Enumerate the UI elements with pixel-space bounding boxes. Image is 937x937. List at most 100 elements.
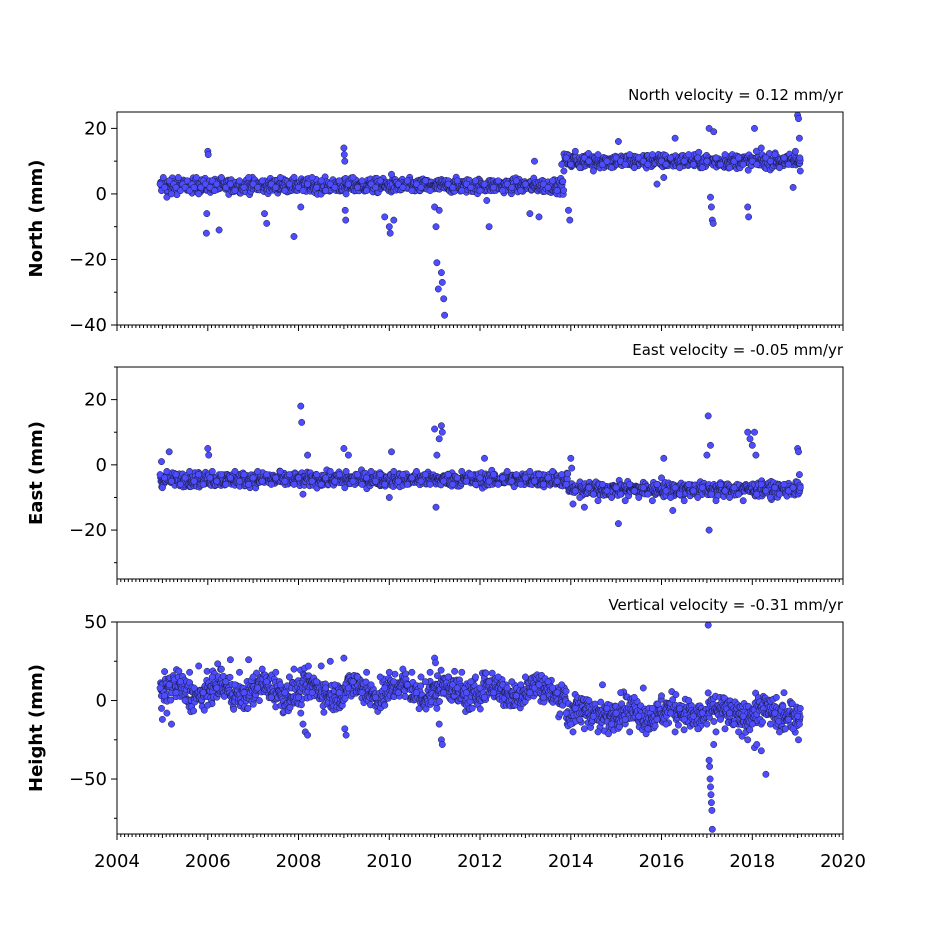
east-data-point (254, 467, 262, 475)
east-data-point (789, 484, 797, 492)
east-data-point (612, 484, 620, 492)
east-data-point (208, 467, 216, 475)
east-data-point (276, 467, 284, 475)
north-data-point (662, 160, 670, 168)
east-data-point (413, 467, 420, 475)
east-data-point (712, 497, 720, 505)
east-data-point (281, 477, 289, 485)
north-data-point (710, 128, 718, 136)
north-data-point (217, 174, 225, 181)
east-data-point (685, 480, 693, 488)
east-data-point (358, 480, 366, 488)
east-data-point (417, 477, 425, 485)
east-y-axis-label: East (mm) (26, 421, 47, 525)
east-data-point (472, 480, 479, 488)
north-data-point (644, 160, 652, 168)
east-data-point (753, 490, 761, 498)
north-data-point (161, 183, 169, 191)
east-data-point (676, 490, 684, 498)
east-data-point (317, 480, 325, 488)
north-data-point (435, 206, 443, 214)
east-data-point (776, 490, 783, 498)
north-data-point (388, 170, 395, 178)
north-data-point (785, 160, 792, 168)
north-data-point (354, 183, 361, 191)
north-data-point (472, 177, 479, 185)
north-data-point (304, 180, 312, 188)
east-data-point (272, 474, 280, 482)
east-data-point (372, 477, 380, 485)
north-data-point (342, 190, 350, 198)
east-data-point (308, 477, 316, 485)
north-data-point (676, 164, 684, 172)
north-point (695, 148, 703, 156)
east-data-point (204, 445, 212, 452)
north-data-point (381, 213, 389, 221)
north-data-point (190, 183, 198, 191)
height-point (391, 670, 399, 678)
east-data-point (707, 441, 714, 449)
north-data-point (566, 216, 574, 224)
north-data-point (441, 311, 449, 319)
north-data-point (571, 147, 579, 155)
east-data-point (521, 474, 529, 482)
y-tick-label: 0 (96, 184, 107, 205)
east-data-point (721, 487, 729, 495)
north-data-point (735, 154, 743, 162)
north-data-point (544, 183, 552, 191)
east-data-point (438, 428, 446, 436)
north-data-point (744, 203, 752, 211)
north-data-point (195, 190, 203, 198)
north-data-point (467, 183, 475, 191)
north-data-point (771, 151, 779, 159)
east-data-point (195, 471, 203, 479)
north-data-point (521, 180, 529, 188)
north-data-point (281, 187, 289, 195)
east-data-point (660, 454, 668, 462)
height-point (381, 701, 389, 709)
east-data-point (757, 480, 765, 488)
east-data-point (744, 428, 752, 436)
north-data-point (432, 223, 440, 231)
east-data-point (403, 480, 411, 488)
east-data-point (499, 474, 507, 482)
north-data-point (776, 164, 783, 172)
east-data-point (462, 477, 470, 485)
north-data-point (426, 187, 434, 195)
north-data-point (660, 174, 668, 181)
east-data-point (704, 412, 712, 420)
north-data-point (299, 187, 307, 195)
north-data-point (437, 269, 445, 277)
north-data-point (434, 285, 442, 293)
north-data-point (159, 174, 167, 181)
east-data-point (431, 425, 439, 433)
east-point (564, 470, 572, 478)
east-data-point (648, 497, 656, 505)
east-data-point (585, 484, 593, 492)
height-panel: 2004 2006 2008 2010 2012 2014 2016 2018 2020−500… (26, 596, 866, 872)
east-data-point (158, 484, 166, 492)
north-data-point (621, 160, 629, 168)
east-data-point (644, 490, 652, 498)
east-data-point (680, 497, 688, 505)
north-data-point (796, 167, 804, 175)
north-data-point (341, 206, 349, 214)
north-data-point (342, 216, 350, 224)
north-data-point (795, 134, 803, 142)
east-data-point (503, 467, 511, 475)
height-point (482, 669, 490, 677)
height-point (297, 701, 305, 709)
north-data-point (698, 164, 706, 172)
east-data-point (717, 480, 724, 488)
east-data-point (390, 467, 398, 475)
east-data-point (376, 471, 384, 479)
north-data-point (231, 187, 239, 195)
north-data-point (340, 144, 348, 152)
east-data-point (231, 467, 239, 475)
east-data-point (671, 484, 679, 492)
east-data-point (349, 477, 357, 485)
east-data-point (553, 477, 561, 485)
east-data-point (267, 480, 275, 488)
